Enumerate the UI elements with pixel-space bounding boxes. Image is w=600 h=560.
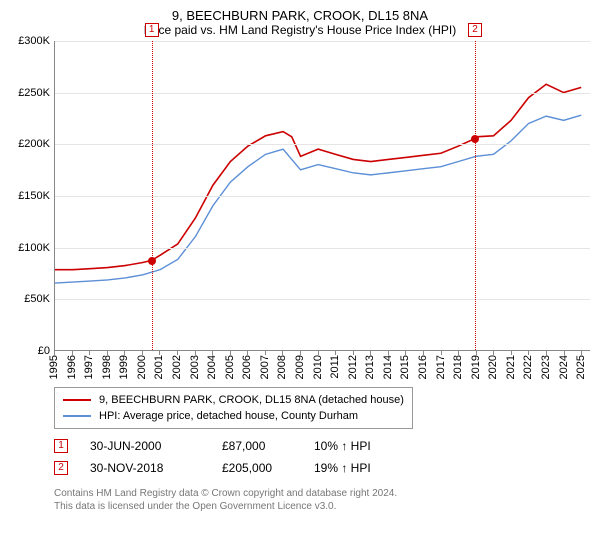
footer: Contains HM Land Registry data © Crown c… — [54, 487, 590, 513]
y-tick-label: £150K — [18, 190, 50, 202]
y-tick-label: £300K — [18, 35, 50, 47]
sale-pct: 10% ↑ HPI — [314, 439, 414, 453]
sale-marker-dot — [148, 257, 156, 265]
sale-marker-dot — [471, 135, 479, 143]
x-tick-label: 2010 — [312, 355, 324, 379]
x-tick-label: 2012 — [347, 355, 359, 379]
gridline — [55, 93, 590, 94]
title-block: 9, BEECHBURN PARK, CROOK, DL15 8NA Price… — [10, 8, 590, 37]
chart-area: £0£50K£100K£150K£200K£250K£300K 12 19951… — [10, 41, 590, 381]
sales-table: 1 30-JUN-2000 £87,000 10% ↑ HPI 2 30-NOV-2018… — [54, 435, 590, 479]
sale-row-marker: 2 — [54, 461, 68, 475]
x-tick-label: 1996 — [66, 355, 78, 379]
footer-line-1: Contains HM Land Registry data © Crown c… — [54, 487, 590, 500]
x-tick-label: 2006 — [241, 355, 253, 379]
x-tick-label: 2011 — [329, 355, 341, 379]
x-tick-label: 2002 — [171, 355, 183, 379]
x-tick-label: 2018 — [452, 355, 464, 379]
footer-line-2: This data is licensed under the Open Gov… — [54, 500, 590, 513]
sale-row-marker: 1 — [54, 439, 68, 453]
y-axis: £0£50K£100K£150K£200K£250K£300K — [10, 41, 54, 351]
gridline — [55, 196, 590, 197]
x-tick-label: 2016 — [417, 355, 429, 379]
sale-row: 2 30-NOV-2018 £205,000 19% ↑ HPI — [54, 457, 590, 479]
x-tick-label: 2008 — [276, 355, 288, 379]
series-hpi — [55, 115, 581, 283]
gridline — [55, 248, 590, 249]
sale-marker-box: 2 — [468, 23, 482, 37]
x-tick-label: 2023 — [540, 355, 552, 379]
x-tick-label: 2019 — [470, 355, 482, 379]
x-tick-label: 2009 — [294, 355, 306, 379]
sale-marker-box: 1 — [145, 23, 159, 37]
plot-region: 12 — [54, 41, 590, 351]
sale-price: £205,000 — [222, 461, 292, 475]
sale-price: £87,000 — [222, 439, 292, 453]
y-tick-label: £50K — [24, 293, 50, 305]
legend-item: HPI: Average price, detached house, Coun… — [63, 408, 404, 424]
legend-label: 9, BEECHBURN PARK, CROOK, DL15 8NA (deta… — [99, 394, 404, 406]
x-tick-label: 2021 — [505, 355, 517, 379]
gridline — [55, 41, 590, 42]
legend: 9, BEECHBURN PARK, CROOK, DL15 8NA (deta… — [54, 387, 413, 429]
x-axis: 1995199619971998199920002001200220032004… — [54, 351, 590, 381]
sale-row: 1 30-JUN-2000 £87,000 10% ↑ HPI — [54, 435, 590, 457]
x-tick-label: 1998 — [101, 355, 113, 379]
sale-date: 30-JUN-2000 — [90, 439, 200, 453]
x-tick-label: 2017 — [435, 355, 447, 379]
sale-date: 30-NOV-2018 — [90, 461, 200, 475]
x-tick-label: 2004 — [206, 355, 218, 379]
x-tick-label: 2022 — [522, 355, 534, 379]
x-tick-label: 2000 — [136, 355, 148, 379]
chart-container: 9, BEECHBURN PARK, CROOK, DL15 8NA Price… — [0, 0, 600, 560]
x-tick-label: 1999 — [118, 355, 130, 379]
x-tick-label: 2005 — [224, 355, 236, 379]
gridline — [55, 144, 590, 145]
x-tick-label: 2015 — [399, 355, 411, 379]
y-tick-label: £250K — [18, 87, 50, 99]
x-tick-label: 1995 — [48, 355, 60, 379]
legend-item: 9, BEECHBURN PARK, CROOK, DL15 8NA (deta… — [63, 392, 404, 408]
sale-marker-line — [152, 41, 153, 350]
y-tick-label: £200K — [18, 138, 50, 150]
sale-marker-line — [475, 41, 476, 350]
gridline — [55, 299, 590, 300]
series-price_paid — [55, 84, 581, 269]
y-tick-label: £100K — [18, 242, 50, 254]
legend-label: HPI: Average price, detached house, Coun… — [99, 410, 358, 422]
x-tick-label: 2024 — [558, 355, 570, 379]
x-tick-label: 2013 — [364, 355, 376, 379]
x-tick-label: 2003 — [189, 355, 201, 379]
legend-swatch — [63, 415, 91, 417]
x-tick-label: 2025 — [575, 355, 587, 379]
x-tick-label: 2014 — [382, 355, 394, 379]
sale-pct: 19% ↑ HPI — [314, 461, 414, 475]
title-address: 9, BEECHBURN PARK, CROOK, DL15 8NA — [10, 8, 590, 23]
x-tick-label: 1997 — [83, 355, 95, 379]
x-tick-label: 2020 — [487, 355, 499, 379]
x-tick-label: 2007 — [259, 355, 271, 379]
legend-swatch — [63, 399, 91, 401]
title-subtitle: Price paid vs. HM Land Registry's House … — [10, 23, 590, 37]
x-tick-label: 2001 — [153, 355, 165, 379]
